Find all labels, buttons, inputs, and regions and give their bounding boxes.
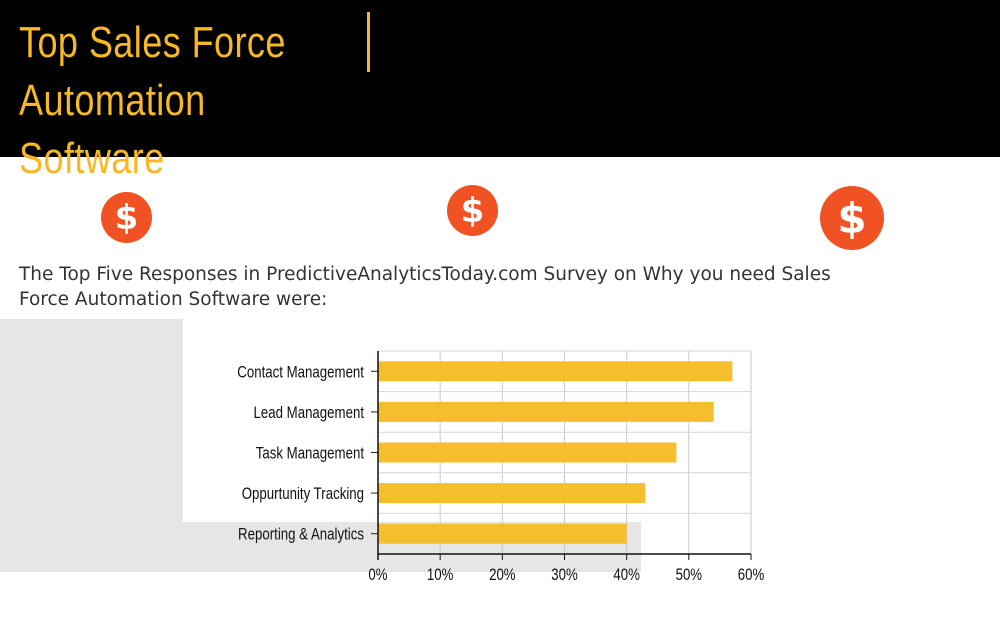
title-line-1: Top Sales Force (19, 18, 286, 67)
x-tick-label: 10% (427, 566, 454, 585)
page-title: Top Sales Force Automation Software (19, 14, 298, 188)
intro-text: The Top Five Responses in PredictiveAnal… (19, 262, 919, 312)
y-tick-label: Lead Management (253, 403, 364, 422)
x-tick-label: 50% (676, 566, 703, 585)
y-tick-label: Reporting & Analytics (238, 525, 364, 544)
title-line-2: Automation Software (19, 76, 206, 183)
x-tick-label: 60% (738, 566, 765, 585)
x-tick-label: 40% (613, 566, 640, 585)
x-tick-label: 20% (489, 566, 516, 585)
bar-chart: Contact Management Lead Management Task Ma… (237, 350, 765, 585)
x-tick-label: 0% (368, 566, 387, 585)
header-banner: Top Sales Force Automation Software (0, 0, 1000, 183)
title-divider (367, 12, 370, 72)
y-tick-label: Oppurtunity Tracking (242, 485, 364, 504)
dollar-icon: $ (101, 192, 152, 243)
bar (378, 361, 733, 382)
bar (378, 401, 714, 422)
x-tick-label: 30% (551, 566, 578, 585)
intro-line-1: The Top Five Responses in PredictiveAnal… (19, 264, 831, 285)
bar (378, 442, 677, 463)
background-shape (0, 319, 183, 572)
dollar-icon: $ (447, 185, 498, 236)
intro-line-2: Force Automation Software were: (19, 289, 328, 310)
y-tick-label: Contact Management (237, 363, 364, 382)
y-tick-label: Task Management (256, 444, 365, 463)
bar (378, 523, 627, 544)
bar (378, 483, 646, 504)
dollar-icon: $ (820, 186, 884, 250)
